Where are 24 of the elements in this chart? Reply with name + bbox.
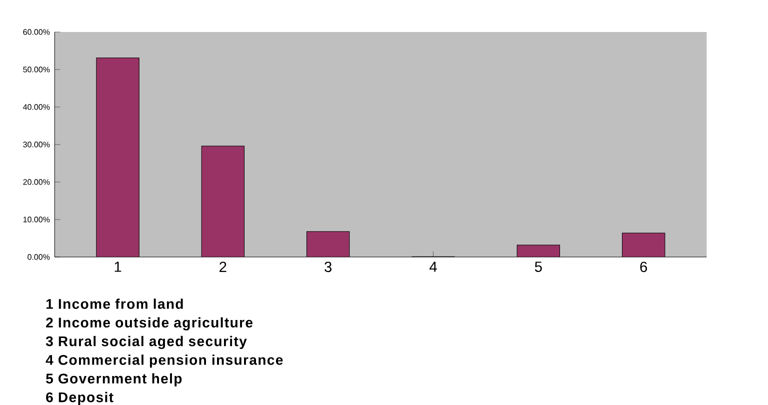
y-tick-label: 0.00% bbox=[28, 254, 50, 260]
y-tick-label: 20.00% bbox=[23, 179, 50, 185]
text: 4 Commercial pension insurance bbox=[46, 354, 283, 368]
y-tick-label: 40.00% bbox=[23, 104, 50, 110]
bar bbox=[202, 146, 244, 258]
x-tick-label: 4 bbox=[430, 262, 437, 272]
x-tick-label: 1 bbox=[114, 262, 122, 272]
text: 2 Income outside agriculture bbox=[46, 317, 253, 330]
x-tick-label: 3 bbox=[324, 262, 332, 272]
y-tick-label: 50.00% bbox=[23, 66, 50, 72]
text: 6 Deposit bbox=[46, 392, 114, 405]
bar bbox=[96, 58, 140, 258]
bar bbox=[306, 232, 350, 258]
y-tick-label: 60.00% bbox=[23, 29, 50, 35]
text: 5 Government help bbox=[46, 373, 182, 386]
x-tick-label: 5 bbox=[534, 262, 542, 272]
x-tick-label: 2 bbox=[220, 262, 226, 272]
y-tick-label: 30.00% bbox=[23, 142, 50, 148]
bar bbox=[517, 245, 560, 258]
text: 1 Income from land bbox=[46, 298, 183, 309]
y-tick-label: 10.00% bbox=[23, 216, 50, 222]
bar bbox=[622, 232, 666, 258]
text: 3 Rural social aged security bbox=[46, 336, 247, 350]
x-tick-label: 6 bbox=[640, 262, 647, 272]
